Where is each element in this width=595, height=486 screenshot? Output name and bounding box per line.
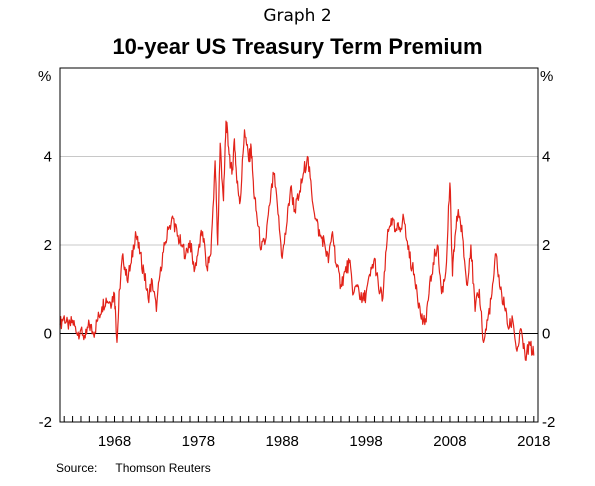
graph-number: Graph 2 [263, 6, 332, 26]
x-tick-label: 2008 [433, 433, 466, 450]
x-tick-label: 1988 [266, 433, 299, 450]
x-tick-label: 1968 [98, 433, 131, 450]
x-axis-ticks [63, 416, 535, 422]
series-layer [59, 120, 535, 361]
y-tick-label-right: 0 [542, 326, 550, 343]
x-tick-label: 1978 [182, 433, 215, 450]
chart-title: 10-year US Treasury Term Premium [112, 34, 483, 59]
grid-lines [60, 156, 538, 334]
x-tick-label: 2018 [517, 433, 550, 450]
y-tick-label-left: 4 [44, 149, 52, 166]
axis-labels: -2 -2 0 0 2 2 4 4 1968 1978 1988 1998 2008 2018 [39, 149, 556, 451]
y-tick-label-right: -2 [542, 414, 555, 431]
term-premium-line [59, 120, 535, 361]
y-unit-left: % [38, 68, 51, 85]
source-label: Source: [56, 461, 98, 475]
source-text: Thomson Reuters [115, 461, 211, 475]
y-tick-label-left: 2 [44, 237, 52, 254]
y-tick-label-left: 0 [44, 326, 52, 343]
x-tick-label: 1998 [349, 433, 382, 450]
y-tick-label-left: -2 [39, 414, 52, 431]
y-unit-right: % [540, 68, 553, 85]
source-note: Source: Thomson Reuters [56, 461, 211, 475]
y-tick-label-right: 2 [542, 237, 550, 254]
y-tick-label-right: 4 [542, 149, 550, 166]
